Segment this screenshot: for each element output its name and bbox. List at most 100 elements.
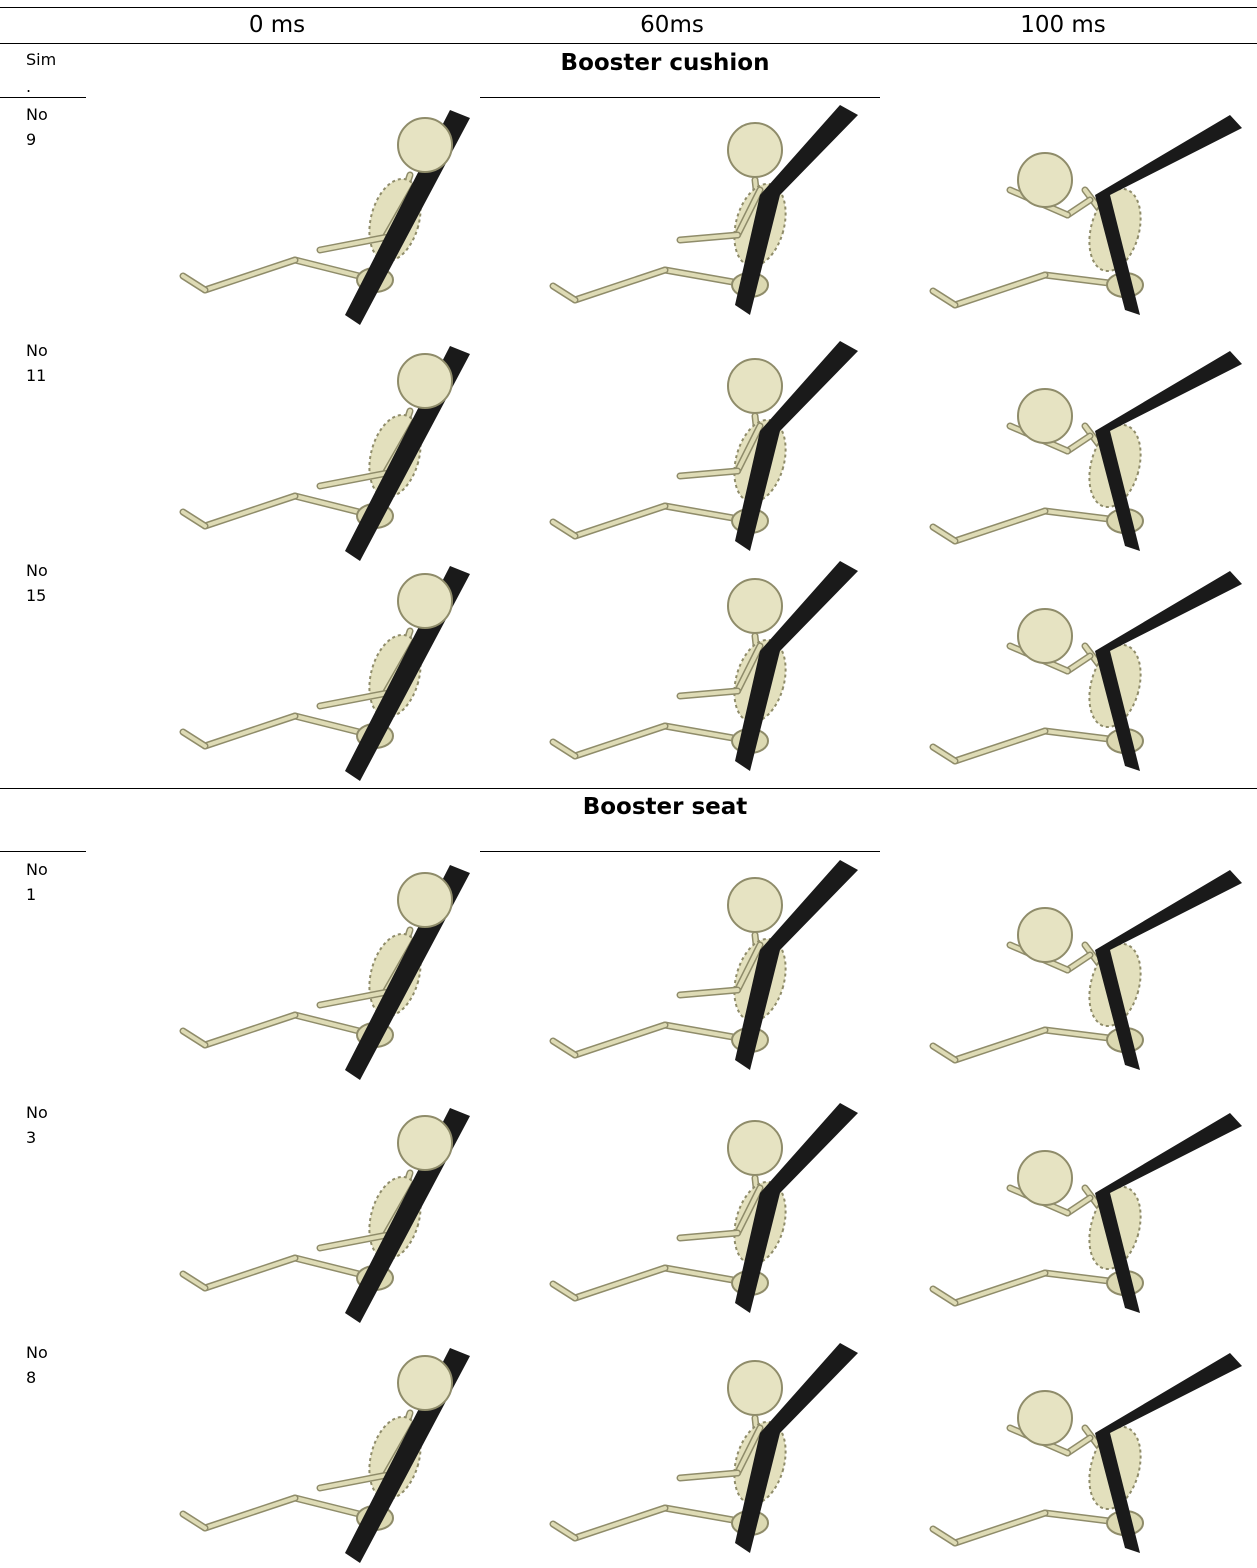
skull <box>728 359 782 413</box>
row-label-part: No <box>26 102 48 127</box>
row-header: Sim <box>26 47 56 72</box>
skull <box>1018 153 1072 207</box>
rule <box>0 788 1257 789</box>
bone <box>933 747 955 761</box>
rule <box>480 851 880 852</box>
row-label-part: No <box>26 1100 48 1125</box>
skeleton-image <box>90 556 480 786</box>
rule <box>0 851 86 852</box>
skeleton-image <box>480 556 870 786</box>
skeleton-image <box>480 100 870 330</box>
bone <box>1068 200 1091 215</box>
row-label-part: 8 <box>26 1365 48 1390</box>
bone <box>955 511 1045 541</box>
bone <box>955 731 1045 761</box>
bone <box>933 291 955 305</box>
column-header: 100 ms <box>913 12 1213 38</box>
bone <box>955 275 1045 305</box>
skeleton-image <box>90 1338 480 1568</box>
skull <box>398 1116 452 1170</box>
bone <box>205 1498 295 1528</box>
bone <box>183 1514 205 1528</box>
skull <box>728 579 782 633</box>
bone <box>933 1529 955 1543</box>
skull <box>1018 389 1072 443</box>
row-label-part: No <box>26 338 48 363</box>
bone <box>553 286 575 300</box>
bone <box>205 496 295 526</box>
bone <box>933 1046 955 1060</box>
skull <box>1018 908 1072 962</box>
skull <box>398 354 452 408</box>
bone <box>575 270 665 300</box>
bone <box>205 716 295 746</box>
row-label-part: 3 <box>26 1125 48 1150</box>
skeleton-image <box>870 1098 1257 1328</box>
skeleton-image <box>870 100 1257 330</box>
row-label: No3 <box>26 1100 48 1150</box>
row-label-part: 11 <box>26 363 48 388</box>
skull <box>728 878 782 932</box>
bone <box>1068 436 1091 451</box>
bone <box>183 732 205 746</box>
section-title: Booster seat <box>465 794 865 820</box>
bone <box>575 726 665 756</box>
row-label-part: 1 <box>26 882 48 907</box>
skeleton-image <box>90 1098 480 1328</box>
bone <box>955 1030 1045 1060</box>
bone <box>1068 1198 1091 1213</box>
skull <box>1018 1391 1072 1445</box>
skull <box>1018 1151 1072 1205</box>
row-label-part: 9 <box>26 127 48 152</box>
rule <box>480 97 880 98</box>
row-header-suffix: . <box>26 74 31 99</box>
skeleton-image <box>90 100 480 330</box>
bone <box>183 512 205 526</box>
bone <box>553 742 575 756</box>
skeleton-image <box>870 855 1257 1085</box>
bone <box>183 1274 205 1288</box>
row-label-part: No <box>26 857 48 882</box>
skull <box>398 118 452 172</box>
row-label: No15 <box>26 558 48 608</box>
rule <box>0 97 86 98</box>
skull <box>728 1361 782 1415</box>
bone <box>955 1273 1045 1303</box>
skeleton-image <box>90 855 480 1085</box>
bone <box>955 1513 1045 1543</box>
rule <box>0 43 1257 44</box>
skull <box>398 574 452 628</box>
skull <box>1018 609 1072 663</box>
row-label: No11 <box>26 338 48 388</box>
bone <box>575 1508 665 1538</box>
bone <box>205 1015 295 1045</box>
skull <box>728 1121 782 1175</box>
row-label: No8 <box>26 1340 48 1390</box>
row-label-part: No <box>26 558 48 583</box>
bone <box>183 276 205 290</box>
skeleton-image <box>870 336 1257 566</box>
bone <box>575 506 665 536</box>
skeleton-image <box>870 1338 1257 1568</box>
bone <box>553 1524 575 1538</box>
bone <box>933 1289 955 1303</box>
bone <box>205 1258 295 1288</box>
bone <box>553 1041 575 1055</box>
skull <box>398 1356 452 1410</box>
bone <box>575 1268 665 1298</box>
page: 0 ms 60ms 100 ms Sim . Booster cushion B… <box>0 0 1257 1546</box>
bone <box>1068 955 1091 970</box>
row-label-part: No <box>26 1340 48 1365</box>
skeleton-image <box>90 336 480 566</box>
skeleton-image <box>870 556 1257 786</box>
skull <box>398 873 452 927</box>
bone <box>1068 656 1091 671</box>
rule <box>0 7 1257 8</box>
bone <box>553 1284 575 1298</box>
section-title: Booster cushion <box>465 50 865 76</box>
bone <box>553 522 575 536</box>
column-header: 60ms <box>522 12 822 38</box>
bone <box>1068 1438 1091 1453</box>
